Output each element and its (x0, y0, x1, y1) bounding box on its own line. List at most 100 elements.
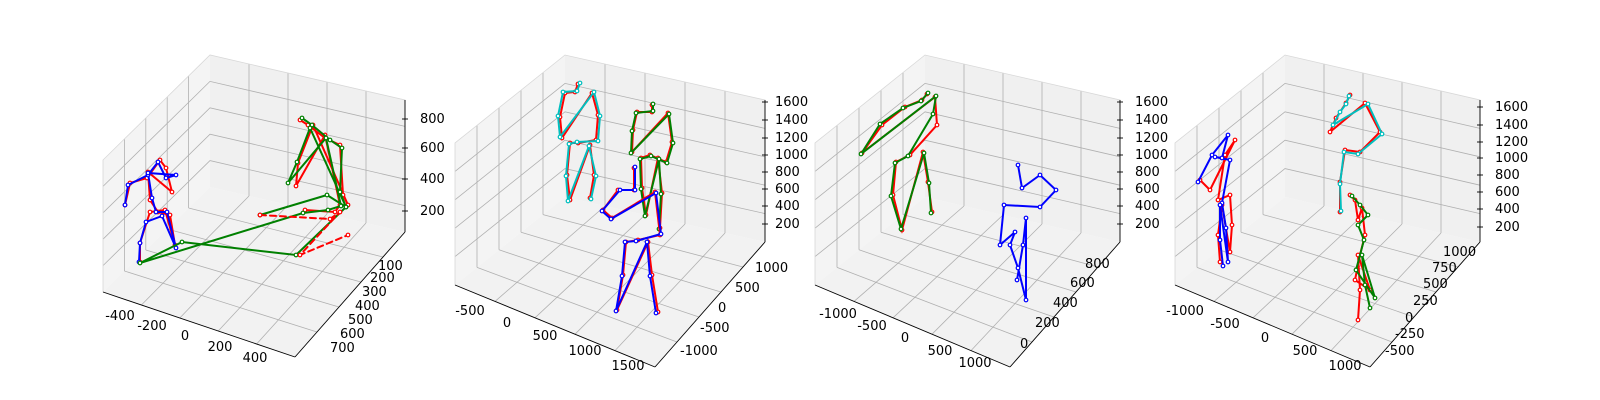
joint-marker (926, 180, 932, 186)
x-tick-label: -200 (137, 319, 167, 334)
y-tick-label: 700 (330, 341, 355, 356)
y-tick-label: -500 (1385, 344, 1415, 359)
joint-marker (653, 190, 659, 196)
joint-marker (613, 308, 619, 314)
joint-marker (632, 187, 638, 193)
joint-marker (323, 135, 329, 141)
x-tick-label: -500 (1210, 317, 1240, 332)
joint-marker (1352, 277, 1358, 283)
joint-marker (1353, 267, 1359, 273)
z-tick-label: 200 (1135, 217, 1160, 232)
skeleton-line (600, 166, 663, 314)
gridline (217, 213, 328, 332)
joint-marker (125, 182, 131, 188)
joint-marker (608, 216, 614, 222)
gridline (1252, 214, 1364, 319)
x-tick-label: 0 (503, 316, 511, 331)
joint-marker (656, 156, 662, 162)
joint-marker (921, 150, 927, 156)
skeleton-line (860, 92, 938, 233)
joint-marker (293, 252, 299, 258)
joint-marker (933, 93, 939, 99)
joint-marker (155, 159, 161, 165)
joint-marker (555, 113, 561, 119)
joint-marker (327, 137, 333, 143)
gridline (814, 139, 1121, 229)
joint-marker (633, 238, 639, 244)
joint-marker (629, 128, 635, 134)
y-tick-label: 500 (348, 313, 373, 328)
joint-marker (934, 122, 940, 128)
x-tick-label: 500 (533, 329, 558, 344)
gridline (1174, 168, 1481, 257)
joint-marker (563, 173, 569, 179)
joint-marker (1355, 317, 1361, 323)
x-tick-label: 200 (208, 340, 233, 355)
joint-marker (1362, 282, 1368, 288)
joint-marker (1037, 172, 1043, 178)
joint-marker (591, 89, 597, 95)
y-tick-label: 200 (1035, 316, 1060, 331)
joint-marker (905, 153, 911, 159)
gridline (1240, 231, 1437, 293)
joint-marker (143, 219, 149, 225)
joint-marker (1355, 217, 1361, 223)
y-tick-label: 400 (355, 299, 380, 314)
x-tick-label: -400 (105, 309, 135, 324)
joint-marker (628, 150, 634, 156)
joint-marker (294, 159, 300, 165)
x-tick-label: -1000 (1166, 304, 1204, 319)
joint-marker (1215, 197, 1221, 203)
x-tick-label: 500 (1293, 344, 1318, 359)
gridline (892, 214, 1004, 319)
joint-marker (122, 202, 128, 208)
joint-marker (1359, 252, 1365, 258)
joint-marker (338, 203, 344, 209)
joint-marker (325, 207, 331, 213)
gridline (542, 214, 744, 268)
z-tick-label: 1400 (1495, 118, 1528, 133)
floor-pane (103, 187, 405, 357)
joint-marker (1007, 242, 1013, 248)
gridline (1174, 139, 1481, 229)
joint-marker (599, 208, 605, 214)
joint-marker (1330, 122, 1336, 128)
x-tick-label: -500 (857, 319, 887, 334)
joint-marker (877, 121, 883, 127)
gridline (814, 82, 1121, 172)
y-axis-line (654, 241, 766, 368)
z-tick-label: 800 (1135, 165, 1160, 180)
axes-2: -500 0 500 1000 1500 -1000 -500 0 500 1000 200 400 6… (454, 54, 808, 374)
joint-marker (1379, 131, 1385, 137)
joint-marker (337, 209, 343, 215)
joint-marker (858, 151, 864, 157)
gridline (188, 207, 384, 258)
joint-marker (1023, 215, 1029, 221)
z-tick-label: 800 (775, 165, 800, 180)
gridline (102, 80, 406, 187)
x-axis-line (454, 284, 656, 368)
gridline (454, 82, 766, 172)
joint-marker (898, 226, 904, 232)
joint-marker (930, 111, 936, 117)
z-tick-label: 200 (420, 204, 445, 219)
joint-marker (892, 160, 898, 166)
y-axis-line (1369, 241, 1481, 368)
axes-1: -400-20002004001002003004005006007002004… (102, 54, 445, 366)
gridline (836, 267, 1033, 343)
joint-marker (1349, 193, 1355, 199)
joint-marker (1207, 187, 1213, 193)
joint-marker (300, 210, 306, 216)
x-tick-label: 0 (1261, 331, 1269, 346)
joint-marker (1357, 202, 1363, 208)
joint-marker (339, 145, 345, 151)
y-tick-label: 1000 (1443, 245, 1476, 260)
joint-marker (1355, 151, 1361, 157)
x-axis-line (814, 284, 1011, 368)
joint-marker (173, 172, 179, 178)
joint-marker (997, 242, 1003, 248)
joint-marker (285, 180, 291, 186)
joint-marker (666, 111, 672, 117)
y-tick-label: 0 (1405, 311, 1413, 326)
gridline (494, 205, 606, 302)
